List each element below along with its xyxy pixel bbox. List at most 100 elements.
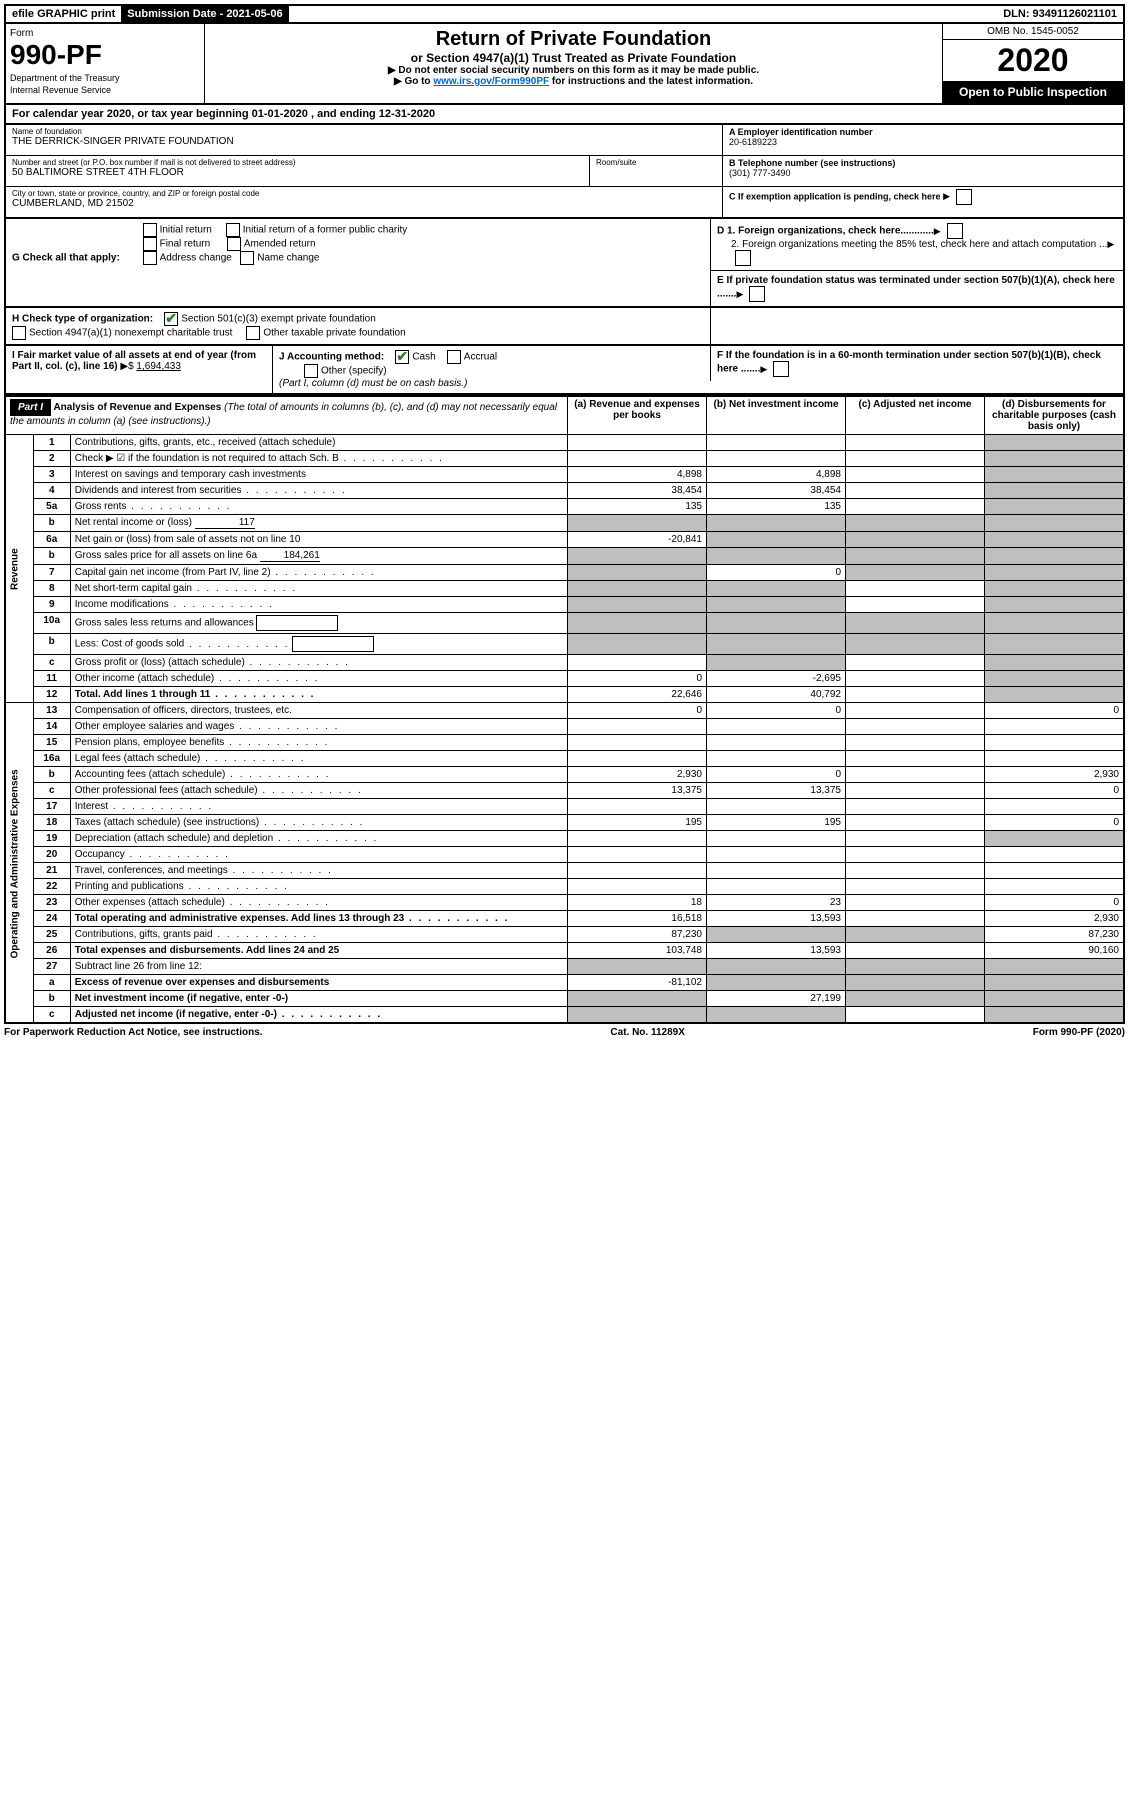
cell-a: 103,748 — [568, 943, 707, 959]
d2-label: 2. Foreign organizations meeting the 85%… — [731, 239, 1107, 250]
row-label: Net gain or (loss) from sale of assets n… — [70, 532, 567, 548]
efile-label: efile GRAPHIC print — [6, 6, 121, 22]
table-row: Operating and Administrative Expenses13C… — [5, 703, 1124, 719]
ein-label: A Employer identification number — [729, 127, 1117, 137]
table-row: 6aNet gain or (loss) from sale of assets… — [5, 532, 1124, 548]
other-taxable-checkbox[interactable] — [246, 326, 260, 340]
cell-b — [707, 597, 846, 613]
table-row: bAccounting fees (attach schedule)2,9300… — [5, 767, 1124, 783]
exemption-checkbox[interactable] — [956, 189, 972, 205]
cell-a — [568, 1007, 707, 1024]
d1-checkbox[interactable] — [947, 223, 963, 239]
cash-checkbox[interactable] — [395, 350, 409, 364]
cell-c — [846, 565, 985, 581]
cell-d: 2,930 — [985, 767, 1125, 783]
cell-d: 87,230 — [985, 927, 1125, 943]
4947-checkbox[interactable] — [12, 326, 26, 340]
cell-a: 195 — [568, 815, 707, 831]
cash-basis-note: (Part I, column (d) must be on cash basi… — [279, 378, 467, 389]
final-return-checkbox[interactable] — [143, 237, 157, 251]
h-label: H Check type of organization: — [12, 314, 153, 325]
address-label: Number and street (or P.O. box number if… — [12, 158, 589, 167]
row-label: Total operating and administrative expen… — [70, 911, 567, 927]
cash-label: Cash — [412, 352, 435, 363]
table-row: cOther professional fees (attach schedul… — [5, 783, 1124, 799]
row-number: 6a — [33, 532, 70, 548]
cell-a: 0 — [568, 703, 707, 719]
phone-label: B Telephone number (see instructions) — [729, 158, 1117, 168]
form-header: Form 990-PF Department of the Treasury I… — [4, 24, 1125, 105]
expenses-side-label: Operating and Administrative Expenses — [5, 703, 33, 1024]
row-label: Net rental income or (loss) 117 — [70, 515, 567, 532]
address-change-checkbox[interactable] — [143, 251, 157, 265]
cell-c — [846, 975, 985, 991]
table-row: 11Other income (attach schedule)0-2,695 — [5, 671, 1124, 687]
e-checkbox[interactable] — [749, 286, 765, 302]
initial-return-checkbox[interactable] — [143, 223, 157, 237]
row-number: 25 — [33, 927, 70, 943]
table-row: 20Occupancy — [5, 847, 1124, 863]
cell-d — [985, 515, 1125, 532]
row-label: Net short-term capital gain — [70, 581, 567, 597]
accrual-checkbox[interactable] — [447, 350, 461, 364]
cell-b: 0 — [707, 565, 846, 581]
row-label: Accounting fees (attach schedule) — [70, 767, 567, 783]
row-label: Contributions, gifts, grants, etc., rece… — [70, 435, 567, 451]
cell-d — [985, 847, 1125, 863]
table-row: 18Taxes (attach schedule) (see instructi… — [5, 815, 1124, 831]
501c3-checkbox[interactable] — [164, 312, 178, 326]
name-change-label: Name change — [257, 253, 319, 264]
cell-b: 135 — [707, 499, 846, 515]
initial-former-checkbox[interactable] — [226, 223, 240, 237]
name-change-checkbox[interactable] — [240, 251, 254, 265]
cell-c — [846, 467, 985, 483]
form990pf-link[interactable]: www.irs.gov/Form990PF — [433, 76, 549, 87]
cell-c — [846, 634, 985, 655]
cell-d: 90,160 — [985, 943, 1125, 959]
cat-number: Cat. No. 11289X — [610, 1027, 684, 1038]
row-number: 13 — [33, 703, 70, 719]
f-checkbox[interactable] — [773, 361, 789, 377]
exemption-pending-label: C If exemption application is pending, c… — [729, 191, 941, 201]
row-label: Adjusted net income (if negative, enter … — [70, 1007, 567, 1024]
cell-c — [846, 581, 985, 597]
cell-a: 38,454 — [568, 483, 707, 499]
row-number: 7 — [33, 565, 70, 581]
other-method-checkbox[interactable] — [304, 364, 318, 378]
col-c-header: (c) Adjusted net income — [846, 396, 985, 435]
cell-c — [846, 815, 985, 831]
cell-d: 2,930 — [985, 911, 1125, 927]
cell-c — [846, 687, 985, 703]
row-label: Gross sales less returns and allowances — [70, 613, 567, 634]
cell-d — [985, 435, 1125, 451]
row-number: 22 — [33, 879, 70, 895]
cell-d: 0 — [985, 783, 1125, 799]
initial-return-label: Initial return — [160, 225, 212, 236]
row-number: a — [33, 975, 70, 991]
dln: DLN: 93491126021101 — [997, 6, 1123, 22]
row-number: 17 — [33, 799, 70, 815]
cell-a: 22,646 — [568, 687, 707, 703]
g-label: G Check all that apply: — [12, 253, 120, 264]
cell-d — [985, 831, 1125, 847]
cell-d — [985, 719, 1125, 735]
other-taxable-label: Other taxable private foundation — [263, 328, 405, 339]
cell-d — [985, 581, 1125, 597]
table-row: bNet rental income or (loss) 117 — [5, 515, 1124, 532]
row-number: 15 — [33, 735, 70, 751]
cell-d — [985, 451, 1125, 467]
row-label: Subtract line 26 from line 12: — [70, 959, 567, 975]
row-label: Dividends and interest from securities — [70, 483, 567, 499]
cell-c — [846, 831, 985, 847]
row-label: Other employee salaries and wages — [70, 719, 567, 735]
cell-a — [568, 799, 707, 815]
amended-return-checkbox[interactable] — [227, 237, 241, 251]
goto-note: ▶ Go to www.irs.gov/Form990PF for instru… — [209, 76, 938, 87]
d2-checkbox[interactable] — [735, 250, 751, 266]
calendar-year-line: For calendar year 2020, or tax year begi… — [4, 105, 1125, 125]
cell-b: 13,375 — [707, 783, 846, 799]
row-number: 1 — [33, 435, 70, 451]
form-title: Return of Private Foundation — [209, 28, 938, 51]
cell-a: 2,930 — [568, 767, 707, 783]
row-label: Check ▶ ☑ if the foundation is not requi… — [70, 451, 567, 467]
